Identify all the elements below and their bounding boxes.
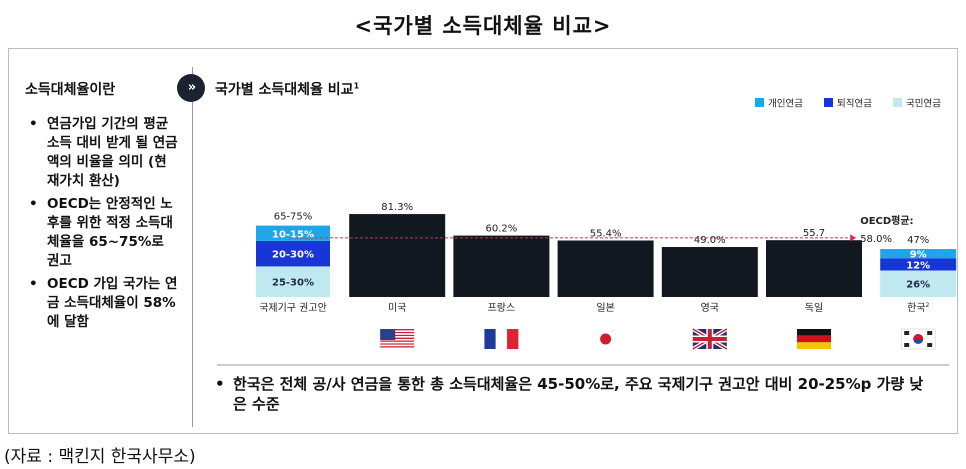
flag-part [900, 328, 936, 350]
us-flag [380, 329, 415, 349]
bar-segment [880, 258, 957, 271]
category-label: 독일 [805, 302, 823, 314]
france-flag [484, 329, 519, 349]
flag-part [380, 347, 415, 349]
flag-part [380, 336, 415, 338]
bullet-icon: • [215, 375, 225, 393]
replacement-rate-chart: 개인연금 퇴직연금 국민연금 25-30% 20-30% 10-15% 65-75% 국제기구… [217, 98, 957, 366]
chart-heading: 국가별 소득대체율 비교1 [215, 79, 359, 99]
flag-part [707, 329, 712, 349]
legend-swatch [755, 98, 764, 107]
oecd-label-title: OECD평균: [860, 214, 913, 227]
flag-part [380, 331, 415, 334]
content-panel: 소득대체율이란 연금가입 기간의 평균 소득 대비 받게 될 연금액의 비율을 … [8, 48, 958, 434]
category-footnote: 2 [925, 302, 929, 309]
flag-part [507, 329, 519, 349]
bar-value-label: 55.7 [803, 228, 825, 239]
bar-value-label: 55.4% [590, 228, 622, 239]
source-note: (자료 : 맥킨지 한국사무소) [4, 447, 196, 467]
bar-total-label: 47% [907, 235, 929, 246]
segment-label: 12% [906, 260, 930, 271]
flag-part [797, 335, 831, 343]
bar-segment [880, 249, 957, 259]
bar [557, 240, 654, 297]
flag-part [927, 331, 933, 335]
flag-part [904, 331, 910, 335]
chart-heading-footnote: 1 [353, 81, 360, 91]
flag-part [380, 329, 396, 340]
bar [661, 247, 758, 297]
flag-part [600, 333, 612, 345]
flag-part [380, 343, 415, 345]
category-label: 일본 [596, 302, 614, 314]
flag-part [484, 329, 496, 349]
flag-part [380, 340, 415, 342]
definition-list: 연금가입 기간의 평균 소득 대비 받게 될 연금액의 비율을 의미 (현재가치… [29, 115, 179, 336]
flag-part [380, 339, 415, 341]
panel-divider [192, 67, 193, 427]
bar [453, 235, 550, 297]
left-heading: 소득대체율이란 [25, 82, 116, 98]
flag-part [380, 337, 415, 339]
flag-part [495, 329, 508, 349]
chart-heading-text: 국가별 소득대체율 비교 [215, 82, 354, 98]
flag-part [913, 334, 924, 339]
japan-flag [588, 329, 623, 349]
germany-flag [797, 329, 831, 349]
definition-bullet: 연금가입 기간의 평균 소득 대비 받게 될 연금액의 비율을 의미 (현재가치… [29, 115, 179, 191]
bar-value-label: 60.2% [486, 224, 518, 235]
korea-flag [900, 328, 936, 350]
flag-part [904, 343, 910, 347]
segment-label: 26% [906, 280, 930, 291]
chevron-right-icon: » [177, 74, 205, 102]
flag-part [927, 343, 933, 347]
bar-value-label: 81.3% [381, 202, 413, 213]
flag-part [380, 330, 415, 332]
bar [766, 240, 862, 297]
bar-segment [256, 240, 330, 267]
flag-part [797, 329, 831, 336]
definition-bullet: OECD는 안정적인 노후를 위한 적정 소득대체율을 65~75%로 권고 [29, 195, 179, 271]
category-label: 프랑스 [488, 302, 516, 314]
bar-segment [256, 266, 330, 297]
bar-segment [880, 270, 957, 297]
oecd-arrow-icon [850, 234, 857, 242]
oecd-label-value: 58.0% [860, 234, 892, 245]
segment-label: 9% [910, 250, 927, 261]
legend-label: 퇴직연금 [837, 99, 872, 110]
flag-part [380, 334, 415, 337]
bar-segment [256, 225, 330, 241]
legend-swatch [824, 98, 833, 107]
category-label: 국제기구 권고안 [259, 302, 327, 314]
legend-swatch [893, 98, 902, 107]
bottom-note: • 한국은 전체 공/사 연금을 통한 총 소득대체율은 45-50%로, 주요… [215, 374, 933, 414]
bar-value-label: 49.0% [694, 235, 726, 246]
legend-label: 국민연금 [906, 99, 941, 110]
category-label: 한국2 [907, 302, 929, 314]
flag-part [380, 344, 415, 347]
category-label: 영국 [701, 302, 719, 314]
uk-flag [691, 327, 728, 351]
segment-label: 10-15% [272, 229, 314, 240]
bar-total-label: 65-75% [274, 212, 313, 223]
flag-part [797, 342, 831, 349]
category-label: 미국 [388, 302, 406, 314]
segment-label: 25-30% [272, 278, 314, 289]
flag-part [380, 341, 415, 344]
bottom-note-text: 한국은 전체 공/사 연금을 통한 총 소득대체율은 45-50%로, 주요 국… [233, 375, 924, 413]
legend-label: 개인연금 [768, 99, 803, 110]
page-title: <국가별 소득대체율 비교> [354, 14, 612, 38]
segment-label: 20-30% [272, 250, 314, 261]
definition-bullet: OECD 가입 국가는 연금 소득대체율이 58%에 달함 [29, 275, 179, 332]
flag-part [380, 346, 415, 348]
flag-part [380, 333, 415, 335]
bar [349, 214, 446, 297]
flag-part [380, 329, 415, 331]
